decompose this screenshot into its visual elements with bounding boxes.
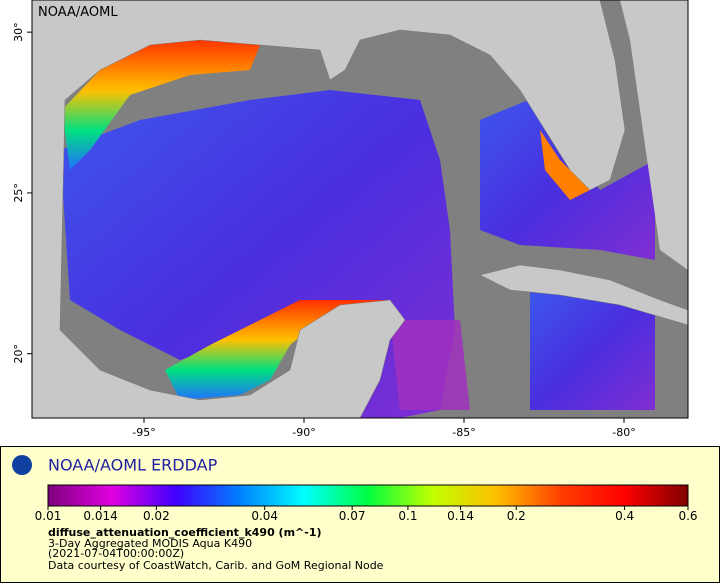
line: 3-Day Aggregated MODIS Aqua K490 <box>48 537 252 550</box>
variable: diffuse_attenuation_coefficient_k490 (m^… <box>48 526 322 539</box>
x-tick-label: -85° <box>452 426 475 439</box>
colorbar <box>47 484 689 507</box>
colorbar-tick-label: 0.14 <box>447 509 474 523</box>
colorbar-tick-label: 0.6 <box>678 509 697 523</box>
colorbar-tick-label: 0.07 <box>339 509 366 523</box>
colorbar-tick-label: 0.1 <box>398 509 417 523</box>
y-tick-label: 25° <box>12 183 25 203</box>
map: NOAA/AOML <box>31 0 689 419</box>
line: Data courtesy of CoastWatch, Carib. and … <box>48 559 384 572</box>
legend-title: NOAA/AOML ERDDAP <box>48 456 218 475</box>
colorbar-tick-label: 0.4 <box>615 509 634 523</box>
colorbar-tick-label: 0.02 <box>143 509 170 523</box>
logo <box>12 455 32 475</box>
colorbar-tick-label: 0.04 <box>251 509 278 523</box>
legend: NOAA/AOML ERDDAP diffuse_attenuation_coe… <box>0 446 720 583</box>
x-tick-label: -90° <box>292 426 315 439</box>
x-tick-label: -80° <box>612 426 635 439</box>
colorbar-tick-label: 0.01 <box>35 509 62 523</box>
y-tick-label: 30° <box>12 22 25 42</box>
x-tick-label: -95° <box>132 426 155 439</box>
y-tick-label: 20° <box>12 344 25 364</box>
colorbar-tick-label: 0.014 <box>83 509 117 523</box>
colorbar-tick-label: 0.2 <box>507 509 526 523</box>
watermark: NOAA/AOML <box>38 5 118 20</box>
line: (2021-07-04T00:00:00Z) <box>48 547 184 560</box>
